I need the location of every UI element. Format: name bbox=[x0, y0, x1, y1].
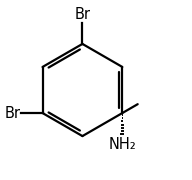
Text: Br: Br bbox=[74, 7, 90, 22]
Text: NH₂: NH₂ bbox=[108, 138, 136, 152]
Text: Br: Br bbox=[4, 105, 20, 121]
